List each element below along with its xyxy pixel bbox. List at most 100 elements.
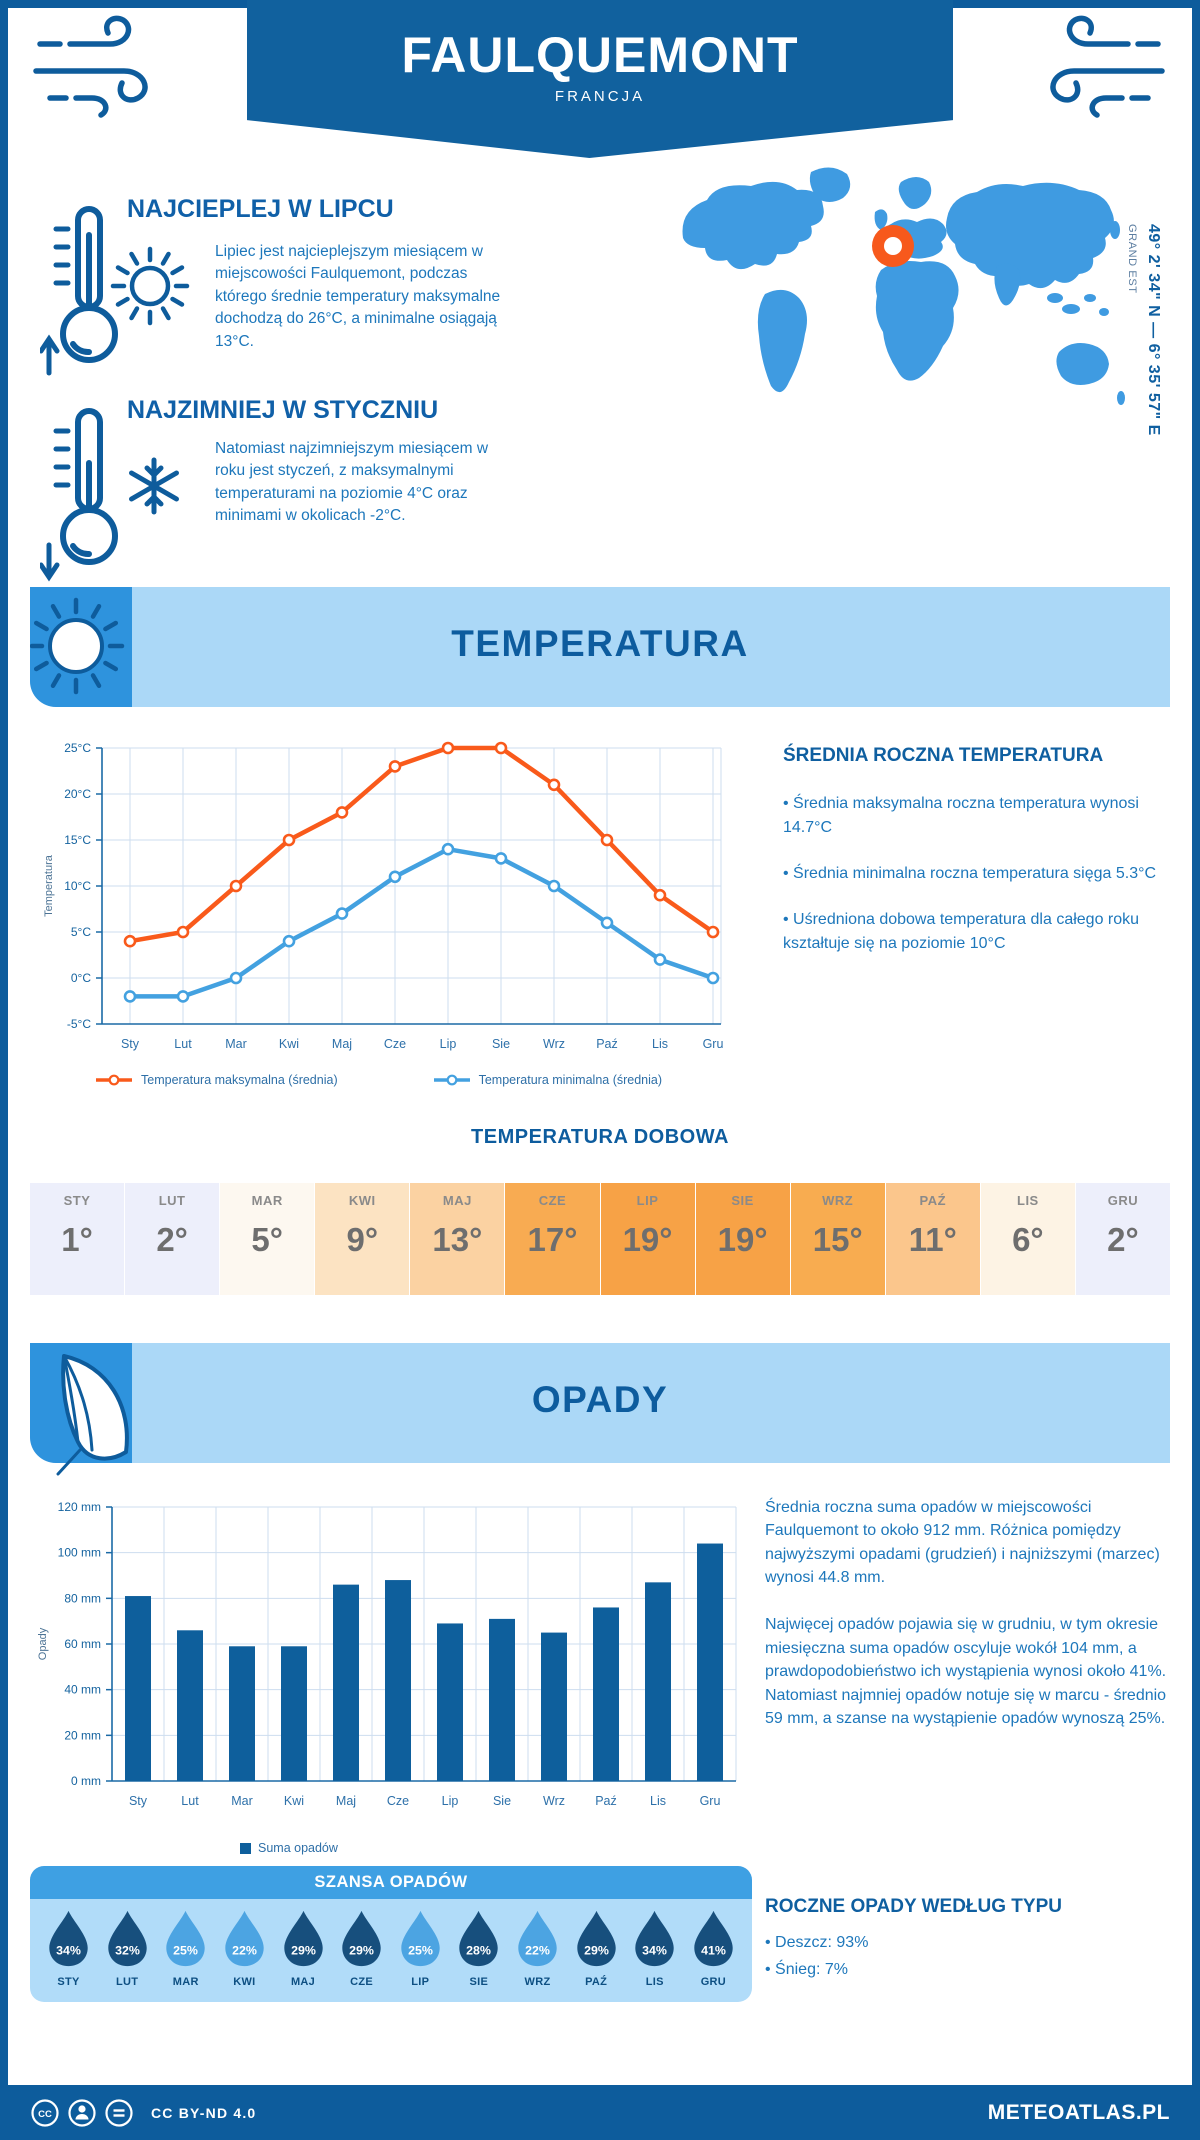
footer: CC CC BY-ND 4.0 METEOATLAS.PL — [0, 2085, 1200, 2140]
precipitation-by-type-heading: ROCZNE OPADY WEDŁUG TYPU — [765, 1896, 1062, 1917]
svg-text:120 mm: 120 mm — [58, 1500, 101, 1514]
rain-chance-month: KWI — [233, 1976, 256, 1988]
daily-temp-value: 2° — [1107, 1221, 1139, 1258]
svg-text:20°C: 20°C — [64, 787, 91, 801]
temperature-banner: TEMPERATURA — [30, 587, 1170, 707]
annual-temp-bullet: • Średnia maksymalna roczna temperatura … — [783, 795, 1139, 836]
rain-chance-item: 29% PAŹ — [573, 1909, 620, 1988]
svg-text:0°C: 0°C — [71, 971, 91, 985]
precipitation-chart-legend: Suma opadów — [240, 1841, 338, 1855]
daily-temp-cell: SIE 19° — [695, 1183, 790, 1295]
page-border-left — [0, 0, 8, 2140]
daily-temp-month: LIP — [636, 1193, 659, 1208]
svg-text:Sty: Sty — [129, 1794, 148, 1808]
daily-temp-value: 13° — [432, 1221, 483, 1258]
svg-text:Lis: Lis — [652, 1037, 668, 1051]
svg-text:Cze: Cze — [387, 1794, 409, 1808]
daily-temperature-table: STY 1° LUT 2° MAR 5° KWI 9° MAJ 13° CZE 17° LIP 19° SI… — [30, 1183, 1170, 1295]
svg-text:Lip: Lip — [442, 1794, 459, 1808]
rain-chance-item: 34% STY — [45, 1909, 92, 1988]
daily-temp-cell: LUT 2° — [125, 1183, 220, 1295]
daily-temp-month: LIS — [1017, 1193, 1039, 1208]
svg-text:29%: 29% — [291, 1943, 316, 1957]
legend-item: Temperatura minimalna (średnia) — [433, 1073, 662, 1087]
rain-chance-month: CZE — [350, 1976, 374, 1988]
daily-temp-month: WRZ — [822, 1193, 854, 1208]
daily-temp-value: 5° — [251, 1221, 283, 1258]
svg-text:Kwi: Kwi — [279, 1037, 299, 1051]
rain-chance-month: LUT — [115, 1976, 139, 1988]
rain-chance-item: 22% WRZ — [514, 1909, 561, 1988]
water-drop-icon: 29% — [576, 1910, 616, 1967]
svg-text:25%: 25% — [173, 1943, 198, 1957]
rain-chance-item: 34% LIS — [631, 1909, 678, 1988]
svg-text:Gru: Gru — [700, 1794, 721, 1808]
country-label: FRANCJA — [554, 88, 646, 105]
daily-temp-cell: STY 1° — [30, 1183, 125, 1295]
daily-temp-cell: MAJ 13° — [410, 1183, 505, 1295]
svg-text:20 mm: 20 mm — [64, 1728, 101, 1742]
svg-text:Lip: Lip — [440, 1037, 457, 1051]
svg-text:Lut: Lut — [174, 1037, 192, 1051]
rain-chance-item: 25% LIP — [397, 1909, 444, 1988]
rain-chance-month: PAŹ — [585, 1976, 608, 1988]
location-marker — [872, 225, 914, 267]
svg-text:Paź: Paź — [595, 1794, 617, 1808]
svg-text:40 mm: 40 mm — [64, 1683, 101, 1697]
svg-text:Mar: Mar — [225, 1037, 247, 1051]
sun-icon — [30, 597, 125, 695]
daily-temp-value: 2° — [156, 1221, 188, 1258]
daily-temp-month: GRU — [1107, 1193, 1139, 1208]
svg-text:29%: 29% — [584, 1943, 609, 1957]
legend-swatch — [240, 1842, 251, 1854]
svg-text:32%: 32% — [115, 1943, 140, 1957]
wind-icon — [33, 15, 148, 118]
water-drop-icon: 29% — [342, 1910, 381, 1967]
svg-text:41%: 41% — [701, 1943, 726, 1957]
rain-chance-item: 29% MAJ — [280, 1909, 327, 1988]
svg-text:0 mm: 0 mm — [71, 1774, 101, 1788]
svg-text:CC: CC — [38, 2109, 52, 2120]
svg-text:Mar: Mar — [231, 1794, 253, 1808]
svg-text:Paź: Paź — [596, 1037, 618, 1051]
legend-label: Temperatura minimalna (średnia) — [478, 1073, 663, 1087]
daily-temp-value: 19° — [717, 1221, 768, 1258]
warmest-month-heading: NAJCIEPLEJ W LIPCU — [127, 195, 394, 223]
rain-chance-item: 25% MAR — [162, 1909, 209, 1988]
temperature-line-chart: 25°C 20°C 15°C 10°C 5°C 0°C -5°C Sty Lut Mar Kwi Ma… — [43, 741, 723, 1051]
svg-text:25°C: 25°C — [64, 741, 91, 755]
svg-text:5°C: 5°C — [71, 925, 91, 939]
daily-temp-month: KWI — [348, 1193, 376, 1208]
daily-temp-value: 15° — [812, 1221, 863, 1258]
precipitation-title: OPADY — [531, 1379, 669, 1420]
warmest-month-text: Lipiec jest najcieplejszym miesiącem w m… — [215, 243, 501, 350]
svg-text:Lis: Lis — [650, 1794, 666, 1808]
daily-temp-cell: LIS 6° — [980, 1183, 1075, 1295]
svg-text:Cze: Cze — [384, 1037, 406, 1051]
coldest-month-heading: NAJZIMNIEJ W STYCZNIU — [127, 396, 439, 424]
annual-temperature-heading: ŚREDNIA ROCZNA TEMPERATURA — [783, 745, 1104, 766]
brand-label: METEOATLAS.PL — [987, 2100, 1170, 2124]
precipitation-paragraph: Najwięcej opadów pojawia się w grudniu, … — [765, 1616, 1167, 1727]
rain-chance-month: LIS — [645, 1976, 664, 1988]
precipitation-type-bullet: • Śnieg: 7% — [765, 1961, 848, 1978]
daily-temp-value: 19° — [622, 1221, 673, 1258]
thermometer-warm-icon — [40, 206, 118, 376]
svg-text:Maj: Maj — [332, 1037, 352, 1051]
water-drop-icon: 25% — [401, 1910, 440, 1967]
svg-text:-5°C: -5°C — [67, 1017, 91, 1031]
world-map — [663, 146, 1133, 451]
cc-icon: CC — [31, 2098, 59, 2127]
location-coordinates: 49° 2' 34" N — 6° 35' 57" E GRAND EST — [1126, 224, 1162, 644]
svg-text:Wrz: Wrz — [543, 1794, 565, 1808]
sun-icon — [110, 246, 190, 326]
svg-text:15°C: 15°C — [64, 833, 91, 847]
daily-temp-month: LUT — [158, 1193, 186, 1208]
wind-icon — [1050, 15, 1165, 118]
region-label: GRAND EST — [1126, 224, 1138, 294]
rain-chance-item: 32% LUT — [104, 1909, 151, 1988]
svg-text:Kwi: Kwi — [284, 1794, 304, 1808]
rain-chance-drops: 34% STY 32% LUT 25% MAR 22% KWI 29% MAJ 29% CZE 25% L… — [30, 1899, 752, 2002]
legend-label: Suma opadów — [258, 1841, 338, 1855]
